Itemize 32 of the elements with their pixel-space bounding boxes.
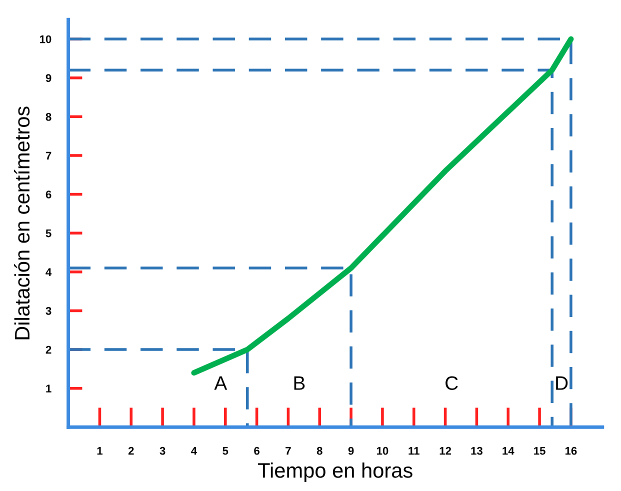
y-tick-label: 2 (46, 346, 52, 354)
x-tick-label: 10 (376, 446, 388, 455)
x-tick-label: 14 (502, 447, 514, 455)
x-tick-label: 12 (440, 446, 452, 455)
x-tick-label: 6 (254, 446, 260, 455)
y-axis-title: Dilatación en centímetros (14, 106, 30, 340)
annotation: A (214, 376, 228, 390)
x-tick-label: 13 (471, 446, 482, 455)
x-tick-label: 3 (160, 446, 166, 455)
x-tick-label: 5 (222, 447, 228, 455)
y-tick-label: 6 (46, 190, 52, 198)
annotation: D (556, 376, 568, 390)
x-tick-label: 15 (534, 447, 546, 455)
x-tick-label: 11 (408, 447, 420, 455)
x-tick-label: 7 (286, 447, 291, 455)
annotation: C (446, 376, 458, 390)
x-tick-label: 4 (191, 447, 197, 455)
y-tick-label: 1 (46, 384, 52, 392)
y-tick-label: 4 (46, 268, 52, 276)
y-tick-label: 9 (46, 74, 52, 82)
x-tick-label: 8 (316, 446, 322, 455)
x-tick-label: 9 (348, 446, 354, 455)
y-tick-label: 8 (46, 112, 52, 121)
annotation: B (294, 376, 305, 390)
y-tick-label: 3 (46, 307, 52, 315)
x-axis-title: Tiempo en horas (258, 462, 412, 482)
y-tick-label: 5 (46, 229, 52, 238)
x-tick-label: 2 (128, 446, 134, 455)
x-tick-label: 1 (97, 447, 103, 455)
y-tick-label: 10 (40, 35, 52, 44)
x-tick-label: 16 (565, 446, 577, 455)
y-tick-label: 7 (46, 152, 52, 160)
